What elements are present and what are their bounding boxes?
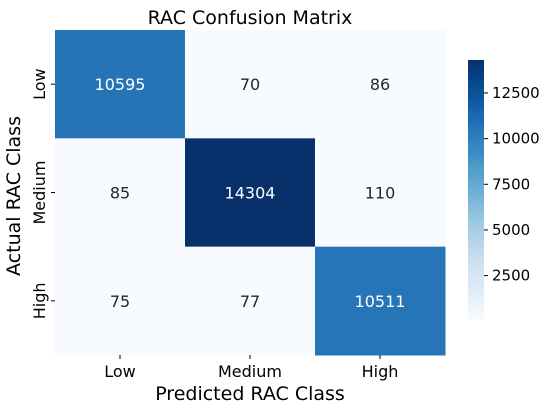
colorbar-gradient (468, 60, 484, 320)
heatmap-cell (315, 246, 446, 356)
y-tick-label: High (30, 282, 49, 319)
colorbar: 2500 5000 7500 10000 12500 (468, 60, 540, 320)
colorbar-tick-label: 12500 (492, 84, 540, 102)
cell-value-label: 77 (240, 292, 260, 311)
heatmap-cell (315, 30, 446, 139)
cell-value-label: 10595 (95, 75, 146, 94)
x-tick-label: High (362, 362, 399, 381)
cell-value-label: 70 (240, 75, 260, 94)
colorbar-tick-label: 5000 (492, 221, 530, 239)
y-axis-label: Actual RAC Class (3, 116, 25, 276)
y-tick-label: Medium (30, 161, 49, 225)
heatmap-cell (185, 138, 316, 248)
cell-value-label: 85 (110, 184, 130, 203)
x-tick-labels: Low Medium High (104, 355, 398, 381)
colorbar-tick-label: 10000 (492, 130, 540, 148)
x-axis-label: Predicted RAC Class (155, 383, 345, 405)
heatmap-cell (55, 138, 186, 248)
y-tick-labels: Low Medium High (30, 68, 55, 319)
cell-value-label: 14304 (225, 184, 276, 203)
heatmap-cell (185, 246, 316, 356)
heatmap-cells (55, 30, 446, 356)
y-tick-label: Low (30, 68, 49, 100)
colorbar-tick-label: 7500 (492, 175, 530, 193)
x-tick-label: Medium (218, 362, 282, 381)
heatmap-cell (55, 246, 186, 356)
heatmap-cell (185, 30, 316, 139)
cell-value-label: 86 (370, 75, 390, 94)
colorbar-tick-label: 2500 (492, 267, 530, 285)
cell-value-label: 75 (110, 292, 130, 311)
heatmap-cell (315, 138, 446, 248)
x-tick-label: Low (104, 362, 136, 381)
heatmap-cell-labels: 10595 70 86 85 14304 110 75 77 10511 (95, 75, 406, 311)
chart-title: RAC Confusion Matrix (148, 7, 353, 29)
cell-value-label: 10511 (355, 292, 406, 311)
cell-value-label: 110 (365, 184, 396, 203)
heatmap-cell (55, 30, 186, 139)
